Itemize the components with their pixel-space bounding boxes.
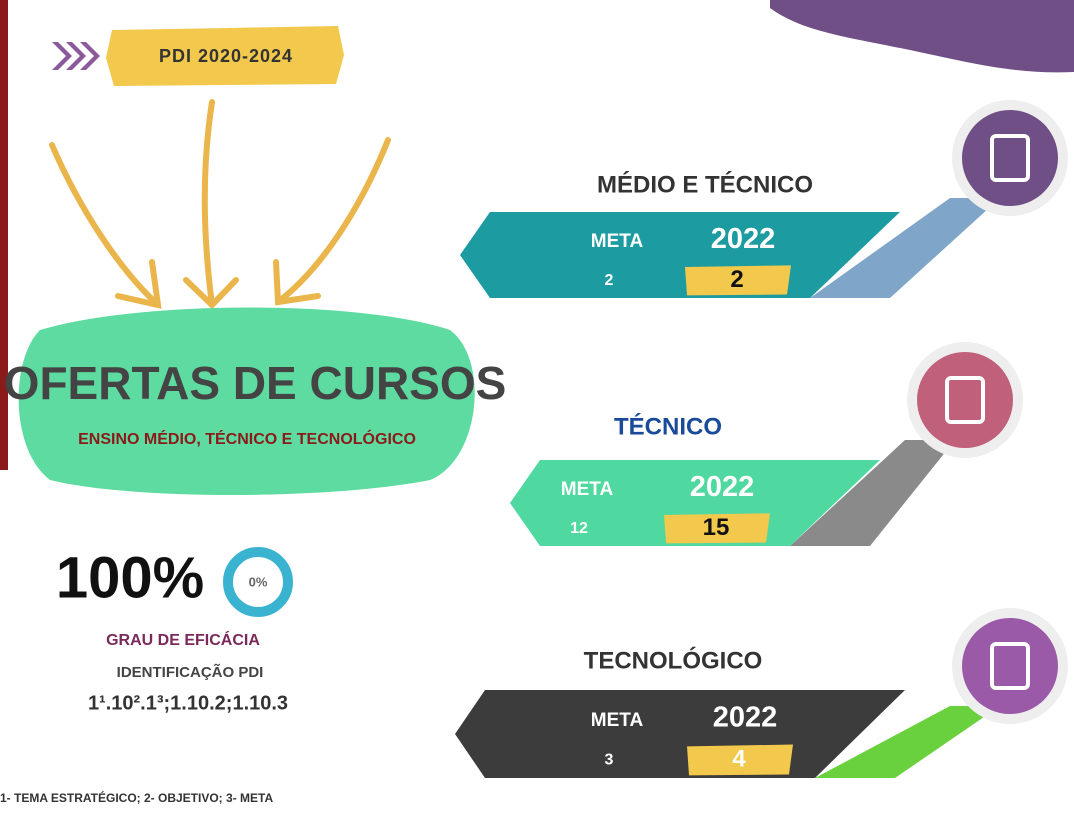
percent: 100% — [56, 545, 204, 610]
year: 2022 — [690, 471, 755, 503]
icon — [962, 110, 1058, 206]
caption: GRAU DE EFICÁCIA — [106, 630, 260, 649]
banner — [455, 690, 905, 778]
value-brush — [685, 265, 791, 296]
value: 15 — [703, 514, 730, 541]
footnote: 1- TEMA ESTRATÉGICO; 2- OBJETIVO; 3- MET… — [0, 790, 273, 805]
id-label: IDENTIFICAÇÃO PDI — [117, 663, 264, 681]
value: 2 — [730, 266, 743, 293]
meta-label: META — [561, 479, 614, 500]
meta-number: 12 — [570, 520, 588, 537]
meta-number: 3 — [605, 752, 614, 769]
value: 4 — [732, 746, 746, 773]
year: 2022 — [711, 223, 776, 255]
chevrons — [52, 42, 100, 70]
icon-glyph — [945, 376, 985, 424]
meta-label: META — [591, 231, 644, 252]
panel-title: TECNOLÓGICO — [584, 646, 763, 674]
banner — [510, 460, 880, 546]
value-brush — [687, 744, 793, 776]
banner — [460, 212, 900, 298]
icon-glyph — [990, 134, 1030, 182]
diagonal — [815, 706, 1000, 778]
diagonal — [810, 198, 1000, 298]
ring — [223, 547, 293, 617]
meta-label: META — [591, 710, 644, 731]
main-subtitle: ENSINO MÉDIO, TÉCNICO E TECNOLÓGICO — [78, 429, 416, 448]
side-bar — [0, 0, 8, 470]
diagonal — [790, 440, 955, 546]
main-title: OFERTAS DE CURSOS — [4, 357, 507, 409]
meta-number: 2 — [605, 272, 614, 289]
header-label: PDI 2020-2024 — [159, 46, 293, 66]
icon — [917, 352, 1013, 448]
arrows — [49, 99, 391, 310]
value-brush — [664, 513, 770, 544]
corner-blob — [770, 0, 1074, 73]
id-value: 1¹.10².1³;1.10.2;1.10.3 — [88, 692, 288, 714]
year: 2022 — [713, 702, 778, 734]
icon-glyph — [990, 642, 1030, 690]
panels: MÉDIO E TÉCNICO META 2 2022 2 TÉCNICO META 12 20… — [455, 100, 1068, 778]
label-brush — [106, 26, 344, 86]
title-blob — [18, 307, 475, 495]
panel-title: TÉCNICO — [614, 412, 722, 440]
icon — [962, 618, 1058, 714]
ring-label: 0% — [249, 574, 268, 589]
panel-title: MÉDIO E TÉCNICO — [597, 170, 813, 198]
